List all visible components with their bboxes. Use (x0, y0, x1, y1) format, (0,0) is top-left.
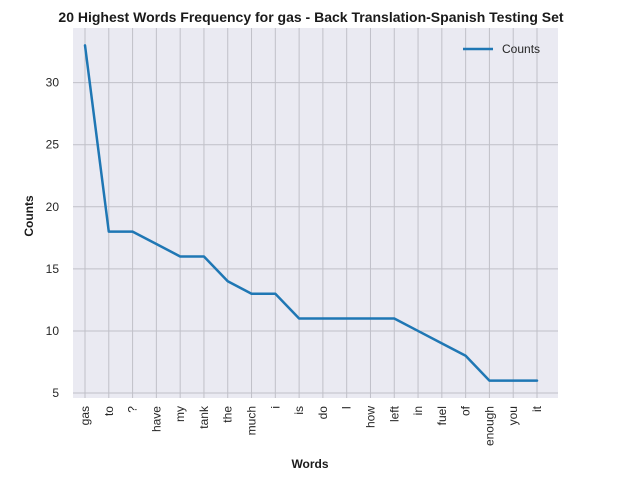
x-tick-label: i (268, 406, 282, 409)
x-tick-label: ? (126, 406, 140, 413)
x-tick-label: you (506, 406, 520, 425)
x-tick-label: left (387, 405, 401, 422)
series-line-counts (83, 44, 539, 382)
x-tick-label: fuel (435, 406, 449, 425)
x-tick-label: tank (197, 405, 211, 429)
x-tick-label: it (530, 405, 544, 412)
x-tick-label: the (221, 406, 235, 423)
x-tick-label: gas (78, 406, 92, 425)
y-tick-label: 20 (46, 200, 60, 214)
y-tick-label: 5 (52, 386, 59, 400)
plot-area (73, 28, 558, 398)
x-tick-label: is (292, 406, 306, 415)
legend-label-counts: Counts (502, 42, 540, 56)
chart-title: 20 Highest Words Frequency for gas - Bac… (58, 9, 563, 25)
x-tick-label: enough (482, 406, 496, 446)
legend: Counts (463, 42, 540, 56)
y-tick-label: 25 (46, 138, 60, 152)
x-tick-label: my (173, 406, 187, 422)
x-tick-label: have (149, 406, 163, 432)
y-tick-label: 10 (46, 324, 60, 338)
x-tick-label: how (363, 406, 377, 428)
series-layer (83, 44, 539, 382)
x-tick-label: of (459, 405, 473, 416)
x-tick-label: do (316, 406, 330, 420)
grid-lines (73, 28, 558, 398)
y-tick-label: 30 (46, 76, 60, 90)
y-axis-label: Counts (22, 195, 36, 237)
y-axis-ticks: 5 10 15 20 25 30 (46, 76, 60, 400)
y-tick-label: 15 (46, 262, 60, 276)
x-tick-label: much (245, 406, 259, 435)
x-tick-label: I (340, 406, 354, 409)
x-axis-label: Words (291, 457, 328, 471)
x-tick-label: to (102, 406, 116, 416)
x-tick-label: in (411, 406, 425, 415)
